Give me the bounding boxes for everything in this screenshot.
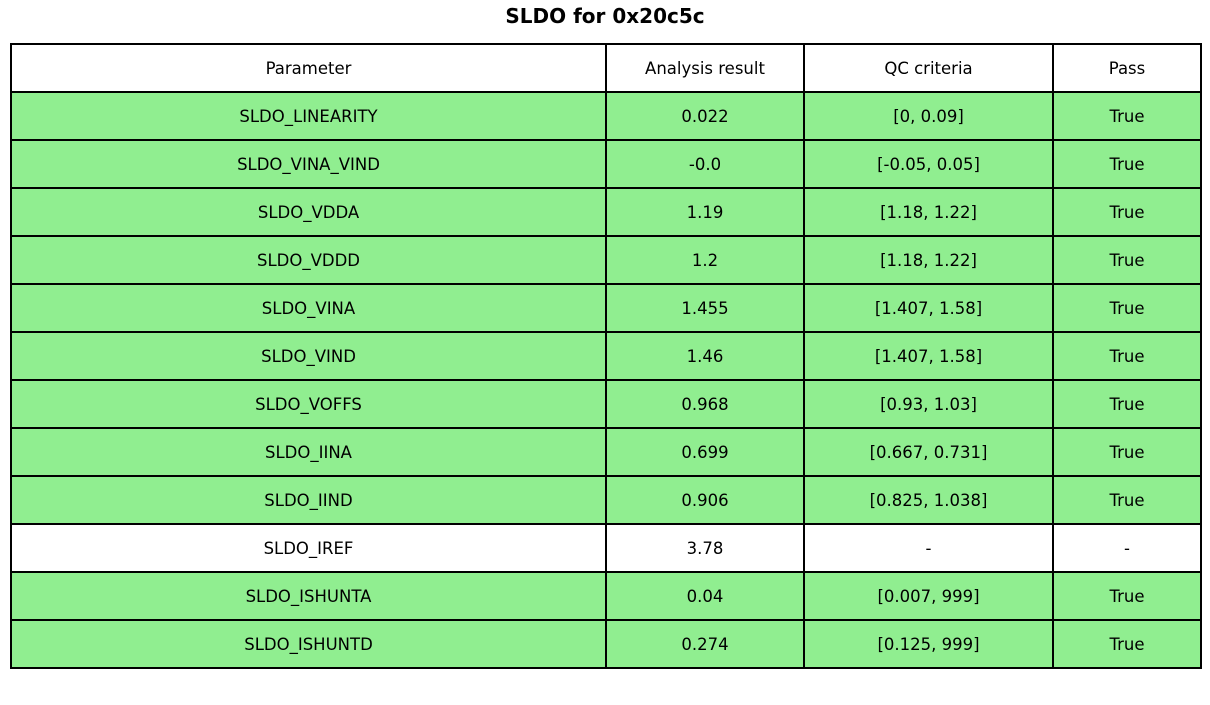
cell-parameter: SLDO_VDDD: [10, 235, 607, 285]
cell-qc-criteria: [0.93, 1.03]: [803, 379, 1054, 429]
table-row: SLDO_ISHUNTD 0.274 [0.125, 999] True: [10, 619, 1202, 669]
cell-parameter: SLDO_LINEARITY: [10, 91, 607, 141]
cell-parameter: SLDO_VOFFS: [10, 379, 607, 429]
cell-analysis-result: 3.78: [605, 523, 805, 573]
cell-parameter: SLDO_IIND: [10, 475, 607, 525]
cell-qc-criteria: [0.125, 999]: [803, 619, 1054, 669]
table-body: SLDO_LINEARITY 0.022 [0, 0.09] True SLDO…: [10, 91, 1202, 669]
cell-parameter: SLDO_IINA: [10, 427, 607, 477]
cell-parameter: SLDO_IREF: [10, 523, 607, 573]
header-row: Parameter Analysis result QC criteria Pa…: [10, 43, 1202, 93]
cell-analysis-result: 1.2: [605, 235, 805, 285]
cell-pass: True: [1052, 427, 1202, 477]
cell-qc-criteria: [1.18, 1.22]: [803, 187, 1054, 237]
table-row: SLDO_VINA 1.455 [1.407, 1.58] True: [10, 283, 1202, 333]
table-row: SLDO_VDDA 1.19 [1.18, 1.22] True: [10, 187, 1202, 237]
cell-qc-criteria: [1.18, 1.22]: [803, 235, 1054, 285]
table-row: SLDO_VIND 1.46 [1.407, 1.58] True: [10, 331, 1202, 381]
cell-analysis-result: 0.274: [605, 619, 805, 669]
cell-pass: True: [1052, 475, 1202, 525]
cell-analysis-result: 0.906: [605, 475, 805, 525]
cell-parameter: SLDO_ISHUNTA: [10, 571, 607, 621]
cell-parameter: SLDO_VINA_VIND: [10, 139, 607, 189]
cell-analysis-result: 1.19: [605, 187, 805, 237]
table-row: SLDO_IIND 0.906 [0.825, 1.038] True: [10, 475, 1202, 525]
cell-analysis-result: 0.04: [605, 571, 805, 621]
header-pass: Pass: [1052, 43, 1202, 93]
cell-qc-criteria: [0.007, 999]: [803, 571, 1054, 621]
cell-parameter: SLDO_VDDA: [10, 187, 607, 237]
cell-qc-criteria: [1.407, 1.58]: [803, 331, 1054, 381]
cell-analysis-result: 1.46: [605, 331, 805, 381]
header-qc-criteria: QC criteria: [803, 43, 1054, 93]
qc-results-table: Parameter Analysis result QC criteria Pa…: [10, 43, 1202, 669]
cell-analysis-result: 0.022: [605, 91, 805, 141]
cell-analysis-result: 0.699: [605, 427, 805, 477]
cell-pass: True: [1052, 619, 1202, 669]
cell-pass: True: [1052, 91, 1202, 141]
table-row: SLDO_LINEARITY 0.022 [0, 0.09] True: [10, 91, 1202, 141]
cell-parameter: SLDO_VINA: [10, 283, 607, 333]
cell-pass: -: [1052, 523, 1202, 573]
header-analysis-result: Analysis result: [605, 43, 805, 93]
cell-analysis-result: 0.968: [605, 379, 805, 429]
cell-parameter: SLDO_ISHUNTD: [10, 619, 607, 669]
table-row: SLDO_IREF 3.78 - -: [10, 523, 1202, 573]
cell-qc-criteria: [0.825, 1.038]: [803, 475, 1054, 525]
cell-pass: True: [1052, 571, 1202, 621]
header-parameter: Parameter: [10, 43, 607, 93]
cell-pass: True: [1052, 331, 1202, 381]
cell-qc-criteria: [0.667, 0.731]: [803, 427, 1054, 477]
cell-parameter: SLDO_VIND: [10, 331, 607, 381]
cell-pass: True: [1052, 139, 1202, 189]
cell-qc-criteria: -: [803, 523, 1054, 573]
cell-pass: True: [1052, 379, 1202, 429]
cell-analysis-result: 1.455: [605, 283, 805, 333]
cell-analysis-result: -0.0: [605, 139, 805, 189]
table-row: SLDO_VOFFS 0.968 [0.93, 1.03] True: [10, 379, 1202, 429]
chart-title: SLDO for 0x20c5c: [505, 4, 705, 28]
cell-qc-criteria: [-0.05, 0.05]: [803, 139, 1054, 189]
cell-pass: True: [1052, 187, 1202, 237]
cell-qc-criteria: [0, 0.09]: [803, 91, 1054, 141]
table-row: SLDO_ISHUNTA 0.04 [0.007, 999] True: [10, 571, 1202, 621]
table-row: SLDO_VINA_VIND -0.0 [-0.05, 0.05] True: [10, 139, 1202, 189]
cell-qc-criteria: [1.407, 1.58]: [803, 283, 1054, 333]
cell-pass: True: [1052, 235, 1202, 285]
table-row: SLDO_VDDD 1.2 [1.18, 1.22] True: [10, 235, 1202, 285]
cell-pass: True: [1052, 283, 1202, 333]
table-header: Parameter Analysis result QC criteria Pa…: [10, 43, 1202, 93]
table-row: SLDO_IINA 0.699 [0.667, 0.731] True: [10, 427, 1202, 477]
